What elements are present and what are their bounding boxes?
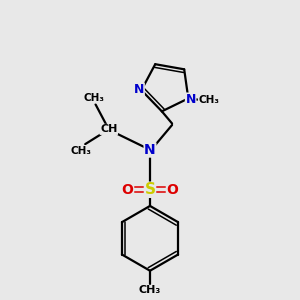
Text: CH₃: CH₃	[198, 95, 219, 105]
Text: S: S	[145, 182, 155, 197]
Text: O: O	[167, 183, 178, 197]
Text: CH₃: CH₃	[70, 146, 91, 156]
Text: CH: CH	[100, 124, 118, 134]
Text: N: N	[185, 93, 196, 106]
Text: O: O	[122, 183, 134, 197]
Text: N: N	[144, 143, 156, 157]
Text: CH₃: CH₃	[139, 286, 161, 296]
Text: N: N	[134, 83, 144, 96]
Text: CH₃: CH₃	[84, 93, 105, 103]
